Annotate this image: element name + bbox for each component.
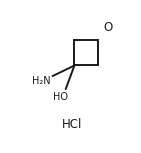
Text: HO: HO <box>53 92 68 102</box>
Text: O: O <box>104 21 113 34</box>
Text: H₂N: H₂N <box>32 76 50 86</box>
Text: HCl: HCl <box>62 118 82 131</box>
